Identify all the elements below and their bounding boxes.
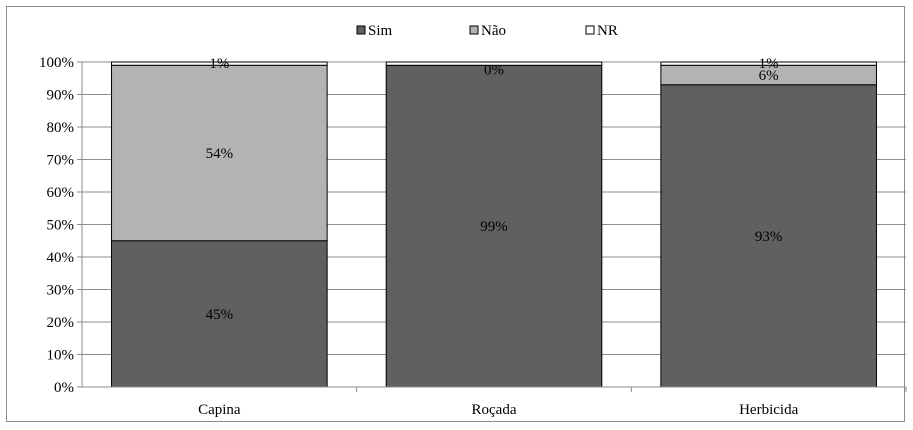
data-label: 1% bbox=[209, 56, 229, 72]
y-tick-label: 60% bbox=[47, 185, 75, 201]
bar-sim-2 bbox=[660, 84, 877, 388]
data-label: 6% bbox=[759, 68, 779, 84]
x-tick-label: Capina bbox=[198, 402, 241, 418]
y-tick-label: 100% bbox=[39, 55, 74, 71]
y-tick-label: 80% bbox=[47, 120, 75, 136]
data-label: 1% bbox=[759, 56, 779, 72]
bar-nr-0 bbox=[111, 61, 328, 66]
data-label: 99% bbox=[480, 219, 508, 235]
y-tick-label: 50% bbox=[47, 218, 75, 234]
legend-label-sim: Sim bbox=[368, 23, 393, 39]
y-tick-label: 0% bbox=[54, 380, 74, 396]
data-labels: 45%54%1%99%0%93%6%1% bbox=[206, 56, 783, 323]
bar-nr-1 bbox=[385, 61, 603, 66]
data-label: 54% bbox=[206, 146, 234, 162]
bars bbox=[111, 61, 877, 388]
legend-label-não: Não bbox=[481, 23, 506, 39]
y-tick-label: 20% bbox=[47, 315, 75, 331]
bar-não-0 bbox=[111, 64, 328, 242]
legend-label-nr: NR bbox=[597, 23, 618, 39]
bar-sim-0 bbox=[111, 240, 328, 388]
y-tick-label: 40% bbox=[47, 250, 75, 266]
legend: Sim Não NR bbox=[356, 23, 618, 39]
data-label: 0% bbox=[484, 62, 504, 78]
axes: 0% 10% 20% 30% 40% 50% 60% 70% 80% 90% 100% Capina R… bbox=[39, 55, 907, 418]
legend-swatch-sim bbox=[356, 25, 366, 35]
legend-swatch-não bbox=[469, 25, 479, 35]
legend-swatch-nr bbox=[585, 25, 595, 35]
y-tick-label: 30% bbox=[47, 283, 75, 299]
y-tick-label: 70% bbox=[47, 153, 75, 169]
y-tick-label: 10% bbox=[47, 348, 75, 364]
bar-nr-2 bbox=[660, 61, 877, 66]
bar-sim-1 bbox=[385, 64, 603, 388]
y-tick-label: 90% bbox=[47, 88, 75, 104]
x-tick-label: Roçada bbox=[472, 402, 517, 418]
x-tick-label: Herbicida bbox=[739, 402, 798, 418]
data-label: 93% bbox=[755, 229, 783, 245]
data-label: 45% bbox=[206, 307, 234, 323]
